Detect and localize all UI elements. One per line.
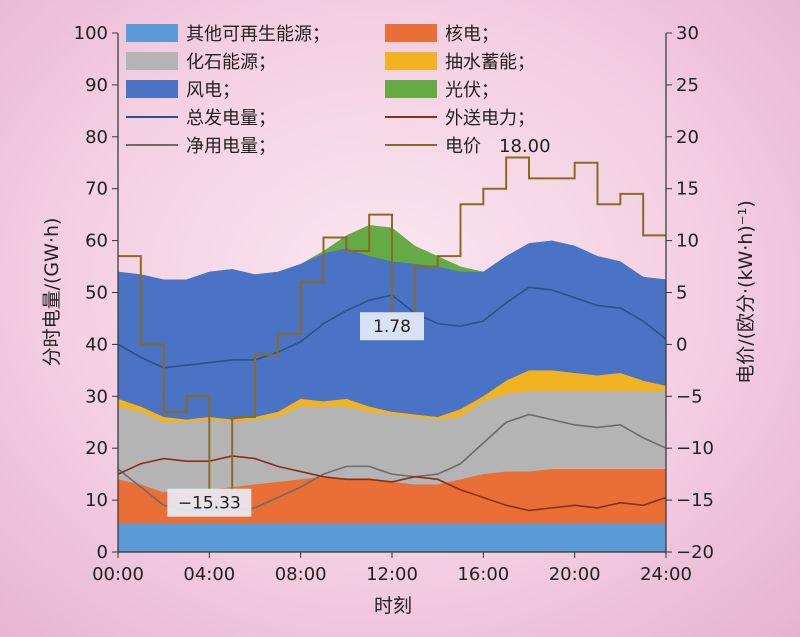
- axes: 0 10 20 30 40 50 60 70 80 90 100 −20 −15 −10 −5 0 5 10 15 2…: [74, 23, 714, 585]
- legend-label: 化石能源；: [186, 52, 276, 73]
- legend-label: 净用电量；: [186, 136, 276, 157]
- legend-item-抽水蓄能: 抽水蓄能；: [385, 52, 535, 73]
- legend-swatch: [126, 24, 178, 42]
- legend-item-外送电力: 外送电力；: [385, 108, 535, 129]
- annotation-label: 1.78: [360, 312, 424, 341]
- y-tick-label-right: −15: [676, 490, 714, 511]
- y-tick-label-left: 50: [85, 283, 108, 304]
- x-tick-label: 12:00: [366, 564, 418, 585]
- legend-item-净用电量: 净用电量；: [126, 136, 276, 157]
- legend-item-核电: 核电；: [385, 24, 499, 45]
- line-电价: [118, 156, 666, 505]
- legend-swatch: [385, 24, 437, 42]
- y-tick-label-right: 0: [676, 334, 687, 355]
- x-tick-label: 08:00: [275, 564, 327, 585]
- y-tick-label-left: 30: [85, 386, 108, 407]
- x-tick-label: 24:00: [640, 564, 692, 585]
- y-axis-title-left: 分时电量/(GW·h): [41, 218, 63, 367]
- y-tick-label-left: 0: [97, 542, 108, 563]
- legend-swatch: [385, 52, 437, 70]
- y-tick-label-left: 60: [85, 231, 108, 252]
- x-tick-label: 16:00: [457, 564, 509, 585]
- y-tick-label-left: 20: [85, 438, 108, 459]
- y-tick-label-left: 90: [85, 75, 108, 96]
- legend-label: 外送电力；: [445, 108, 535, 129]
- legend-swatch: [126, 80, 178, 98]
- x-tick-label: 04:00: [183, 564, 235, 585]
- y-tick-label-right: 5: [676, 283, 687, 304]
- y-tick-label-right: −20: [676, 542, 714, 563]
- legend-item-化石能源: 化石能源；: [126, 52, 276, 73]
- legend-item-光伏: 光伏；: [385, 80, 499, 101]
- y-tick-label-left: 80: [85, 127, 108, 148]
- y-tick-label-right: 15: [676, 179, 699, 200]
- annotation-text: −15.33: [178, 494, 241, 514]
- y-tick-label-left: 40: [85, 334, 108, 355]
- annotation-box: [167, 488, 252, 517]
- y-tick-label-right: −5: [676, 386, 703, 407]
- stacked-areas: [118, 225, 666, 552]
- annotation-text: 1.78: [373, 317, 411, 337]
- series-lines: [117, 156, 667, 512]
- x-tick-label: 00:00: [92, 564, 144, 585]
- y-tick-label-left: 100: [74, 23, 108, 44]
- y-tick-label-right: 25: [676, 75, 699, 96]
- annotations: 1.78 −15.33: [167, 312, 424, 517]
- y-tick-label-left: 70: [85, 179, 108, 200]
- legend-item-风电: 风电；: [126, 80, 240, 101]
- annotation-label: −15.33: [167, 488, 252, 517]
- annotation-box: [360, 312, 424, 341]
- legend-label: 其他可再生能源；: [186, 24, 330, 45]
- legend-label: 抽水蓄能；: [445, 52, 535, 73]
- y-tick-label-right: 20: [676, 127, 699, 148]
- legend-item-总发电量: 总发电量；: [126, 108, 276, 129]
- y-axis-title-right: 电价/(欧分·(kW·h)⁻¹): [735, 200, 757, 384]
- legend-item-其他可再生能源: 其他可再生能源；: [126, 24, 330, 45]
- y-tick-label-left: 10: [85, 490, 108, 511]
- legend-swatch: [126, 52, 178, 70]
- legend: 其他可再生能源； 核电； 化石能源； 抽水蓄能； 风电； 光伏； 总发电量； 外送电力； 净用电…: [126, 24, 551, 157]
- y-tick-label-right: −10: [676, 438, 714, 459]
- legend-label: 光伏；: [445, 80, 499, 101]
- y-tick-label-right: 10: [676, 231, 699, 252]
- legend-label: 电价 18.00: [445, 136, 551, 157]
- legend-swatch: [385, 80, 437, 98]
- legend-label: 核电；: [445, 24, 499, 45]
- x-axis-title: 时刻: [374, 595, 412, 617]
- area-其他可再生能源: [118, 523, 666, 552]
- legend-label: 总发电量；: [186, 108, 276, 129]
- y-tick-label-right: 30: [676, 23, 699, 44]
- x-tick-label: 20:00: [549, 564, 601, 585]
- legend-item-电价1800: 电价 18.00: [385, 136, 551, 157]
- legend-label: 风电；: [186, 80, 240, 101]
